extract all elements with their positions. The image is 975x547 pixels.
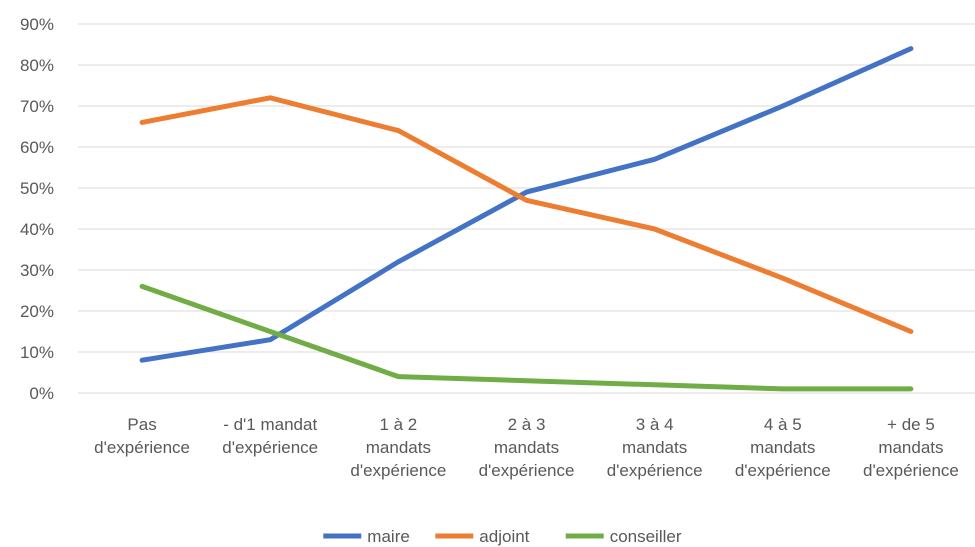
- legend-label-maire: maire: [367, 527, 410, 546]
- y-tick-label: 60%: [20, 138, 54, 157]
- y-tick-label: 40%: [20, 220, 54, 239]
- x-tick-label: 2 à 3 mandats d'expérience: [479, 415, 575, 480]
- x-tick-label: 3 à 4 mandats d'expérience: [607, 415, 703, 480]
- y-tick-label: 90%: [20, 15, 54, 34]
- x-tick-label: + de 5 mandats d'expérience: [863, 415, 959, 480]
- x-tick-label: Pas d'expérience: [94, 415, 190, 457]
- series-lines: [139, 46, 914, 392]
- y-tick-label: 80%: [20, 56, 54, 75]
- grid: [78, 23, 975, 394]
- y-tick-label: 20%: [20, 302, 54, 321]
- y-tick-label: 70%: [20, 97, 54, 116]
- series-line-adjoint: [139, 95, 914, 334]
- series-line-conseiller: [139, 283, 914, 392]
- x-tick-label: - d'1 mandat d'expérience: [222, 415, 318, 457]
- y-axis-ticks: 0% 10% 20% 30% 40% 50% 60% 70% 80% 90%: [20, 15, 54, 403]
- y-tick-label: 50%: [20, 179, 54, 198]
- y-tick-label: 0%: [29, 384, 54, 403]
- legend: maire adjoint conseiller: [323, 527, 682, 546]
- series-line-maire: [139, 46, 914, 363]
- x-axis-ticks: Pas d'expérience - d'1 mandat d'expérience 1…: [94, 415, 959, 480]
- y-tick-label: 10%: [20, 343, 54, 362]
- legend-label-conseiller: conseiller: [610, 527, 682, 546]
- legend-label-adjoint: adjoint: [479, 527, 529, 546]
- x-tick-label: 1 à 2 mandats d'expérience: [350, 415, 446, 480]
- x-tick-label: 4 à 5 mandats d'expérience: [735, 415, 831, 480]
- y-tick-label: 30%: [20, 261, 54, 280]
